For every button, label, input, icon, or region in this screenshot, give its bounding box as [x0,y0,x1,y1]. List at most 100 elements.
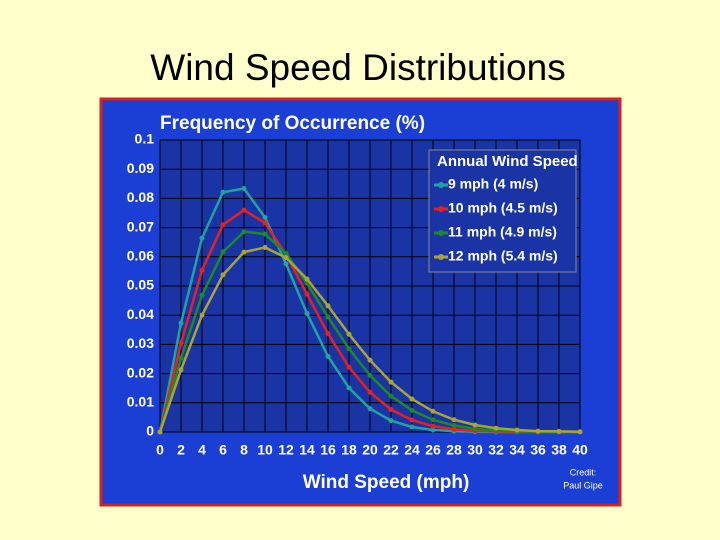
data-point [430,408,436,414]
data-point [367,372,373,378]
legend-swatch-marker [438,230,444,236]
data-point [157,429,163,435]
data-point [325,353,331,359]
data-point [220,189,226,195]
y-tick-label: 0.1 [135,131,155,147]
y-tick-label: 0.08 [127,189,154,205]
data-point [451,423,457,429]
data-point [262,244,268,250]
data-point [493,425,499,431]
x-tick-label: 40 [572,442,588,458]
series-layer [157,185,583,435]
x-axis-label: Wind Speed (mph) [303,472,470,493]
data-point [430,423,436,429]
x-tick-label: 4 [198,442,206,458]
legend-label: 12 mph (5.4 m/s) [448,248,558,264]
y-tick-label: 0.06 [127,248,154,264]
x-tick-label: 2 [177,442,185,458]
data-point [388,407,394,413]
data-point [178,320,184,326]
data-point [178,367,184,373]
data-point [304,276,310,282]
y-tick-label: 0.02 [127,364,154,380]
data-point [346,331,352,337]
data-point [304,291,310,297]
data-point [367,389,373,395]
x-tick-label: 10 [257,442,273,458]
data-point [430,417,436,423]
data-point [262,231,268,237]
x-tick-label: 22 [383,442,399,458]
x-tick-label: 38 [551,442,567,458]
data-point [283,250,289,256]
legend-label: 9 mph (4 m/s) [448,176,538,192]
data-point [325,331,331,337]
x-tick-label: 14 [299,442,315,458]
data-point [220,272,226,278]
slide-title: Wind Speed Distributions [150,47,565,88]
data-point [178,340,184,346]
data-point [199,235,205,241]
x-tick-label: 30 [467,442,483,458]
x-tick-label: 0 [156,442,164,458]
x-tick-label: 26 [425,442,441,458]
y-tick-label: 0.04 [127,306,154,322]
y-tick-label: 0.07 [127,218,154,234]
data-point [199,292,205,298]
data-point [367,406,373,412]
legend-swatch-marker [438,206,444,212]
x-tick-label: 16 [320,442,336,458]
x-tick-label: 36 [530,442,546,458]
data-point [262,220,268,226]
legend-box [428,149,577,273]
data-point [388,418,394,424]
data-point [346,346,352,352]
data-point [199,267,205,273]
y-tick-label: 0.01 [127,394,154,410]
x-tick-label: 34 [509,442,525,458]
data-point [367,357,373,363]
data-point [262,214,268,220]
legend-label: 10 mph (4.5 m/s) [448,200,558,216]
data-point [178,355,184,361]
credit: Paul Gipe [563,480,603,490]
x-tick-label: 28 [446,442,462,458]
data-point [388,393,394,399]
data-point [577,429,583,435]
data-point [304,310,310,316]
data-point [325,303,331,309]
x-tick-label: 12 [278,442,294,458]
chart-title: Frequency of Occurrence (%) [160,113,425,134]
data-point [472,426,478,432]
data-point [535,428,541,434]
data-point [556,428,562,434]
y-tick-label: 0.09 [127,160,154,176]
data-point [409,417,415,423]
data-point [283,261,289,267]
data-point [283,255,289,261]
x-tick-label: 6 [219,442,227,458]
data-point [220,222,226,228]
y-tick-label: 0.05 [127,277,154,293]
data-point [241,185,247,191]
x-tick-label: 24 [404,442,420,458]
x-tick-label: 32 [488,442,504,458]
y-tick-label: 0 [146,423,154,439]
data-point [409,424,415,430]
data-point [199,312,205,318]
data-point [430,427,436,433]
data-point [514,427,520,433]
y-tick-label: 0.03 [127,335,154,351]
legend-title: Annual Wind Speed [437,153,578,170]
data-point [241,249,247,255]
x-tick-label: 18 [341,442,357,458]
data-point [241,229,247,235]
legend-swatch-marker [438,182,444,188]
credit: Credit: [570,467,597,477]
data-point [220,249,226,255]
data-point [346,385,352,391]
data-point [388,379,394,385]
data-point [241,207,247,213]
